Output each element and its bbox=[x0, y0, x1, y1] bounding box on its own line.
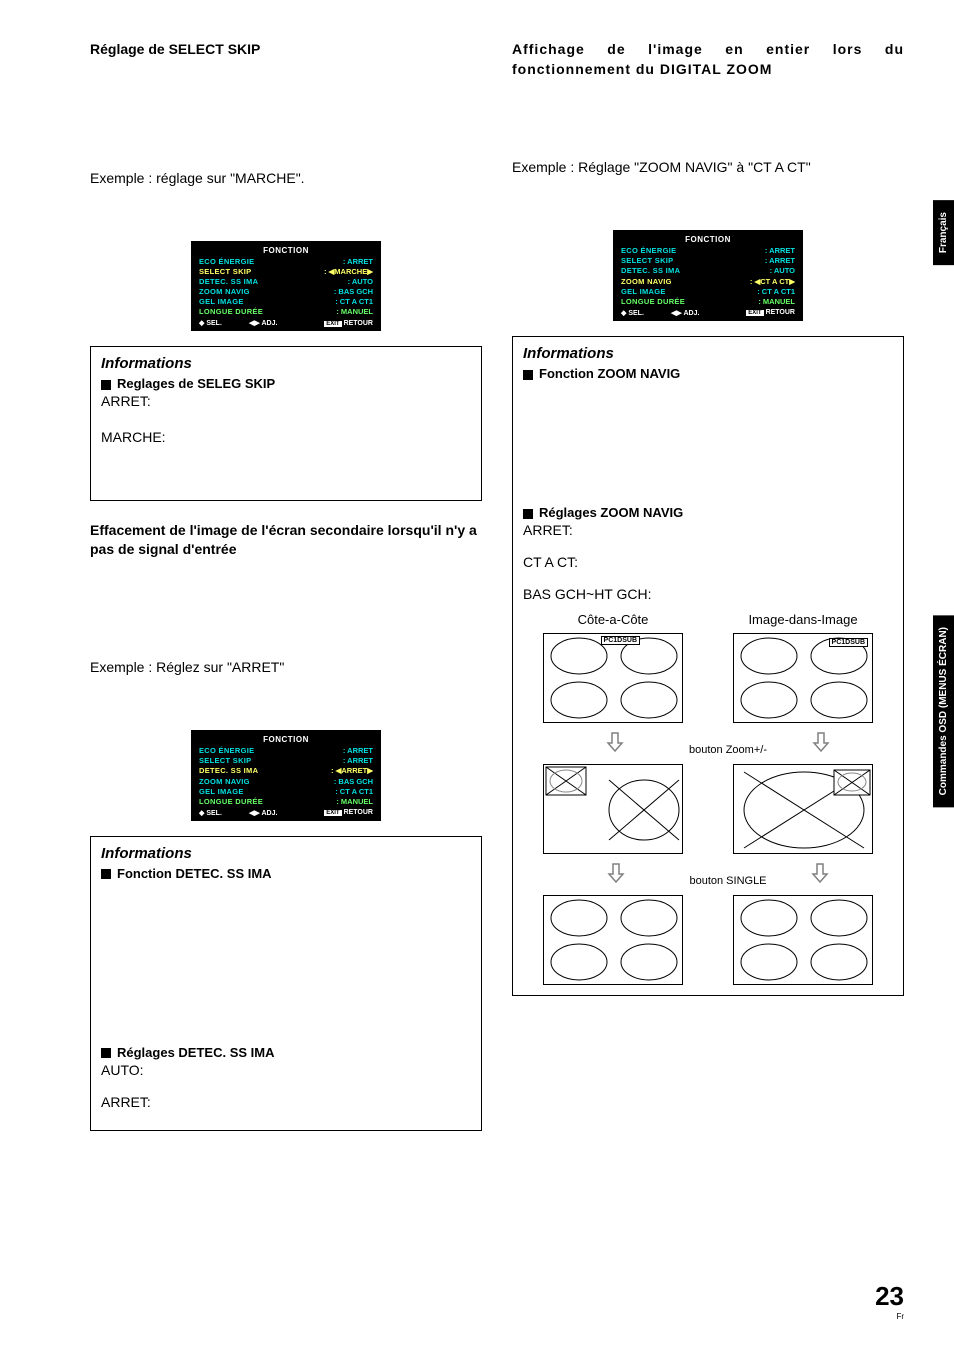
pc-label2: PC1DSUB bbox=[829, 638, 868, 647]
osd-row: LONGUE DURÉE: MANUEL bbox=[621, 297, 795, 307]
info2-l0: AUTO: bbox=[101, 1062, 471, 1078]
osd-row: SELECT SKIP: ARRET bbox=[199, 756, 373, 766]
osd-box-2: FONCTION ECO ÉNERGIE: ARRETSELECT SKIP: … bbox=[191, 730, 381, 821]
diagram-icon bbox=[544, 765, 684, 855]
info3-l4: BAS GCH~HT GCH: bbox=[523, 586, 893, 602]
info-box-1: Informations Reglages de SELEG SKIP ARRE… bbox=[90, 346, 482, 501]
osd-row: GEL IMAGE: CT A CT1 bbox=[199, 297, 373, 307]
right-example: Exemple : Réglage "ZOOM NAVIG" à "CT A C… bbox=[512, 159, 904, 175]
tab-section: Commandes OSD (MENUS ÉCRAN) bbox=[933, 615, 954, 807]
left-title: Réglage de SELECT SKIP bbox=[90, 40, 482, 60]
info-box-2: Informations Fonction DETEC. SS IMA Régl… bbox=[90, 836, 482, 1131]
osd2-title: FONCTION bbox=[199, 735, 373, 744]
osd-row: GEL IMAGE: CT A CT1 bbox=[199, 787, 373, 797]
arrow-down-icon bbox=[811, 862, 829, 884]
osd-box-3: FONCTION ECO ÉNERGIE: ARRETSELECT SKIP: … bbox=[613, 230, 803, 321]
page-number: 23 bbox=[875, 1281, 904, 1311]
info2-title: Informations bbox=[101, 845, 471, 862]
osd3-title: FONCTION bbox=[621, 235, 795, 244]
arrow-down-icon bbox=[812, 731, 830, 753]
screen-sbs-3 bbox=[543, 895, 683, 985]
osd-row: DETEC. SS IMA: AUTO bbox=[621, 266, 795, 276]
info1-line0: ARRET: bbox=[101, 393, 471, 409]
info2-l2: ARRET: bbox=[101, 1094, 471, 1110]
screen-sbs-2 bbox=[543, 764, 683, 854]
left-sub2: Effacement de l'image de l'écran seconda… bbox=[90, 521, 482, 559]
osd-row: DETEC. SS IMA: AUTO bbox=[199, 277, 373, 287]
osd-row: ZOOM NAVIG: ◀CT A CT▶ bbox=[621, 277, 795, 287]
info-box-3: Informations Fonction ZOOM NAVIG Réglage… bbox=[512, 336, 904, 996]
diag-left-label: Côte-a-Côte bbox=[543, 612, 683, 627]
screen-pip-2 bbox=[733, 764, 873, 854]
diag-right-label: Image-dans-Image bbox=[733, 612, 873, 627]
osd-row: SELECT SKIP: ◀MARCHE▶ bbox=[199, 267, 373, 277]
arrow-down-icon bbox=[607, 862, 625, 884]
diagram-icon bbox=[734, 765, 874, 855]
osd-row: LONGUE DURÉE: MANUEL bbox=[199, 307, 373, 317]
osd-row: GEL IMAGE: CT A CT1 bbox=[621, 287, 795, 297]
info1-sub: Reglages de SELEG SKIP bbox=[101, 376, 471, 391]
osd-row: SELECT SKIP: ARRET bbox=[621, 256, 795, 266]
info2-sub2: Réglages DETEC. SS IMA bbox=[101, 1045, 471, 1060]
osd-row: ZOOM NAVIG: BAS GCH bbox=[199, 777, 373, 787]
diagram-icon bbox=[544, 896, 684, 986]
left-example1: Exemple : réglage sur "MARCHE". bbox=[90, 170, 482, 186]
screen-pip-3 bbox=[733, 895, 873, 985]
diagram-icon bbox=[734, 634, 874, 724]
info3-sub: Fonction ZOOM NAVIG bbox=[523, 366, 893, 381]
screen-pip-1: PC1DSUB bbox=[733, 633, 873, 723]
btn-single-label: bouton SINGLE bbox=[689, 875, 766, 887]
arrow-down-icon bbox=[606, 731, 624, 753]
osd-footer2: ◆ SEL. ◀▶ ADJ. EXITRETOUR bbox=[199, 809, 373, 817]
left-example2: Exemple : Réglez sur "ARRET" bbox=[90, 659, 482, 675]
osd-row: DETEC. SS IMA: ◀ARRET▶ bbox=[199, 766, 373, 776]
info1-title: Informations bbox=[101, 355, 471, 372]
osd-row: LONGUE DURÉE: MANUEL bbox=[199, 797, 373, 807]
page-suffix: Fr bbox=[875, 1312, 904, 1321]
info3-title: Informations bbox=[523, 345, 893, 362]
osd-footer: ◆ SEL. ◀▶ ADJ. EXITRETOUR bbox=[199, 319, 373, 327]
osd-footer3: ◆ SEL. ◀▶ ADJ. EXITRETOUR bbox=[621, 309, 795, 317]
info3-l0: ARRET: bbox=[523, 522, 893, 538]
osd-box-1: FONCTION ECO ÉNERGIE: ARRETSELECT SKIP: … bbox=[191, 241, 381, 332]
osd-row: ECO ÉNERGIE: ARRET bbox=[199, 746, 373, 756]
info2-sub: Fonction DETEC. SS IMA bbox=[101, 866, 471, 881]
osd-row: ZOOM NAVIG: BAS GCH bbox=[199, 287, 373, 297]
btn-zoom-label: bouton Zoom+/- bbox=[689, 744, 767, 756]
tab-language: Français bbox=[933, 200, 954, 265]
diagram-icon bbox=[544, 634, 684, 724]
right-title: Affichage de l'image en entier lors du f… bbox=[512, 40, 904, 79]
info3-l2: CT A CT: bbox=[523, 554, 893, 570]
diagram-icon bbox=[734, 896, 874, 986]
osd1-title: FONCTION bbox=[199, 246, 373, 255]
osd-row: ECO ÉNERGIE: ARRET bbox=[621, 246, 795, 256]
info3-sub2: Réglages ZOOM NAVIG bbox=[523, 505, 893, 520]
osd-row: ECO ÉNERGIE: ARRET bbox=[199, 257, 373, 267]
info1-line2: MARCHE: bbox=[101, 429, 471, 445]
pc-label: PC1DSUB bbox=[601, 636, 640, 645]
screen-sbs-1: PC1DSUB bbox=[543, 633, 683, 723]
